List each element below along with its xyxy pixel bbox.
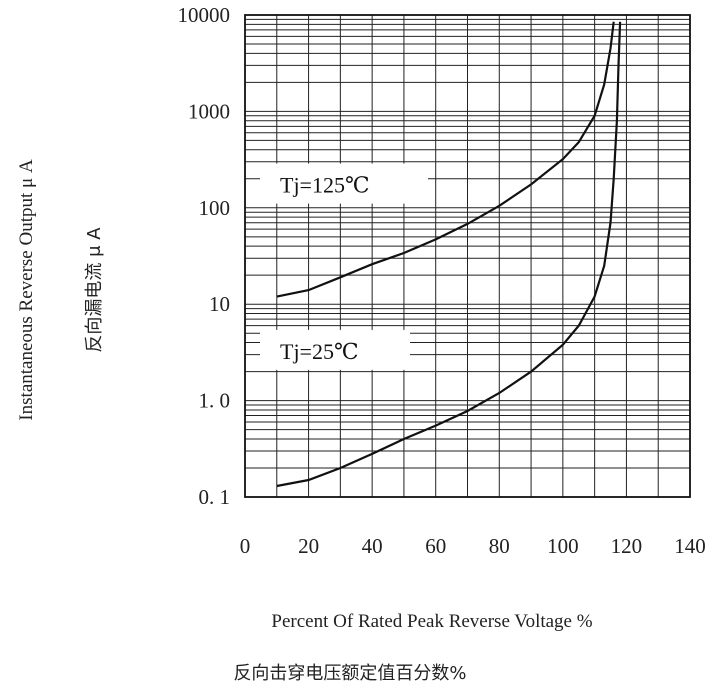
series-label-background	[260, 329, 410, 370]
series-labels: Tj=125℃ Tj=25℃	[260, 163, 428, 370]
y-axis-title-cn: 反向漏电流 μ A	[84, 227, 105, 353]
y-tick-label: 10000	[178, 3, 231, 27]
series-line	[276, 21, 622, 488]
x-tick-label: 120	[611, 534, 643, 558]
plot-frame	[244, 14, 691, 498]
y-tick-label: 100	[199, 196, 231, 220]
y-tick-label: 10	[209, 292, 230, 316]
x-tick-label: 140	[674, 534, 706, 558]
series-line	[276, 21, 615, 298]
x-tick-label: 100	[547, 534, 579, 558]
x-tick-label: 80	[489, 534, 510, 558]
curves	[276, 21, 622, 488]
y-tick-label: 0. 1	[199, 485, 231, 509]
x-tick-label: 60	[425, 534, 446, 558]
x-axis-title: Percent Of Rated Peak Reverse Voltage %	[271, 611, 592, 632]
series-label: Tj=25℃	[260, 329, 410, 370]
series-label-text: Tj=25℃	[280, 339, 359, 364]
y-tick-label: 1. 0	[199, 389, 231, 413]
y-axis-title: Instantaneous Reverse Output μ A	[16, 159, 37, 421]
series-label-background	[260, 163, 428, 204]
series-label: Tj=125℃	[260, 163, 428, 204]
x-tick-label: 20	[298, 534, 319, 558]
x-tick-label: 0	[240, 534, 251, 558]
tick-labels: 0 20 40 60 80 100 120 140 0. 1 1. 0 10 100 1000 10000	[178, 3, 706, 558]
series-label-text: Tj=125℃	[280, 173, 370, 198]
grid	[244, 14, 691, 498]
x-tick-label: 40	[362, 534, 383, 558]
x-axis-title-cn: 反向击穿电压额定值百分数%	[233, 663, 466, 684]
y-tick-label: 1000	[188, 99, 230, 123]
